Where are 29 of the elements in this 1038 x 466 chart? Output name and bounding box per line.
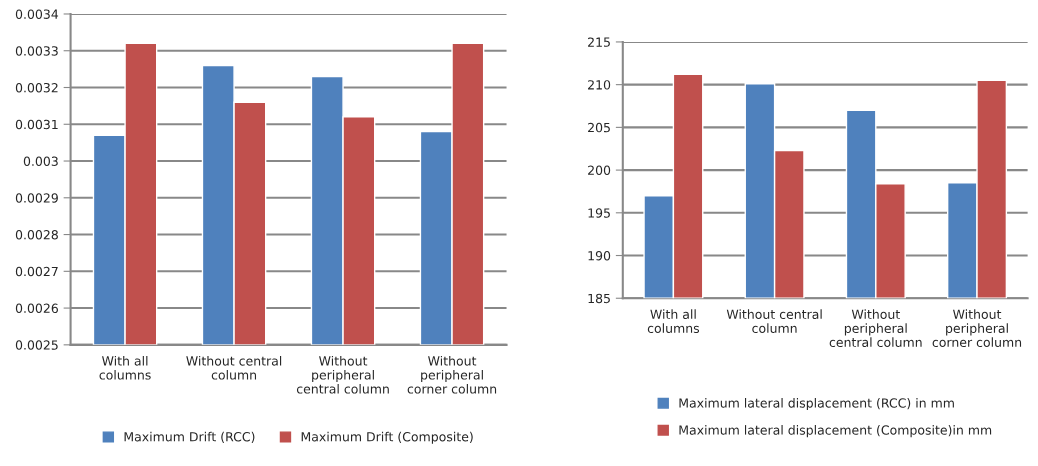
x-tick-label: With all columns bbox=[99, 355, 151, 380]
legend-label: Maximum Drift (Composite) bbox=[301, 431, 473, 444]
y-tick-label: 0.0032 bbox=[15, 82, 58, 93]
y-tick-label: 200 bbox=[588, 165, 611, 176]
y-tick-label: 0.0028 bbox=[15, 230, 58, 240]
x-tick-label: Without peripheral corner column bbox=[407, 355, 497, 394]
y-tick-label: 195 bbox=[588, 208, 610, 218]
x-tick-label: Without peripheral central column bbox=[829, 309, 922, 348]
y-tick-label: 0.0029 bbox=[15, 193, 58, 203]
x-tick-label: With all columns bbox=[647, 309, 700, 334]
y-tick-label: 0.0025 bbox=[15, 340, 58, 350]
y-tick-label: 0.0031 bbox=[15, 119, 58, 130]
legend-label: Maximum lateral displacement (Composite)in mm bbox=[679, 425, 992, 438]
y-tick-label: 0.0034 bbox=[15, 9, 59, 19]
x-tick-label: Without central column bbox=[726, 309, 822, 334]
y-tick-label: 0.0027 bbox=[15, 266, 58, 277]
x-tick-label: Without peripheral corner column bbox=[932, 309, 1022, 348]
y-tick-label: 190 bbox=[588, 251, 611, 261]
y-tick-label: 215 bbox=[588, 37, 610, 47]
y-tick-label: 185 bbox=[588, 293, 610, 304]
y-tick-label: 210 bbox=[588, 80, 611, 90]
x-tick-label: Without central column bbox=[186, 355, 282, 380]
legend-label: Maximum lateral displacement (RCC) in mm bbox=[679, 398, 954, 411]
legend-label: Maximum Drift (RCC) bbox=[124, 431, 255, 443]
x-tick-label: Without peripheral central column bbox=[296, 355, 389, 394]
y-tick-label: 0.0033 bbox=[15, 46, 58, 56]
y-tick-label: 0.0026 bbox=[15, 303, 58, 313]
y-tick-label: 205 bbox=[588, 122, 610, 133]
y-tick-label: 0.003 bbox=[23, 156, 58, 166]
